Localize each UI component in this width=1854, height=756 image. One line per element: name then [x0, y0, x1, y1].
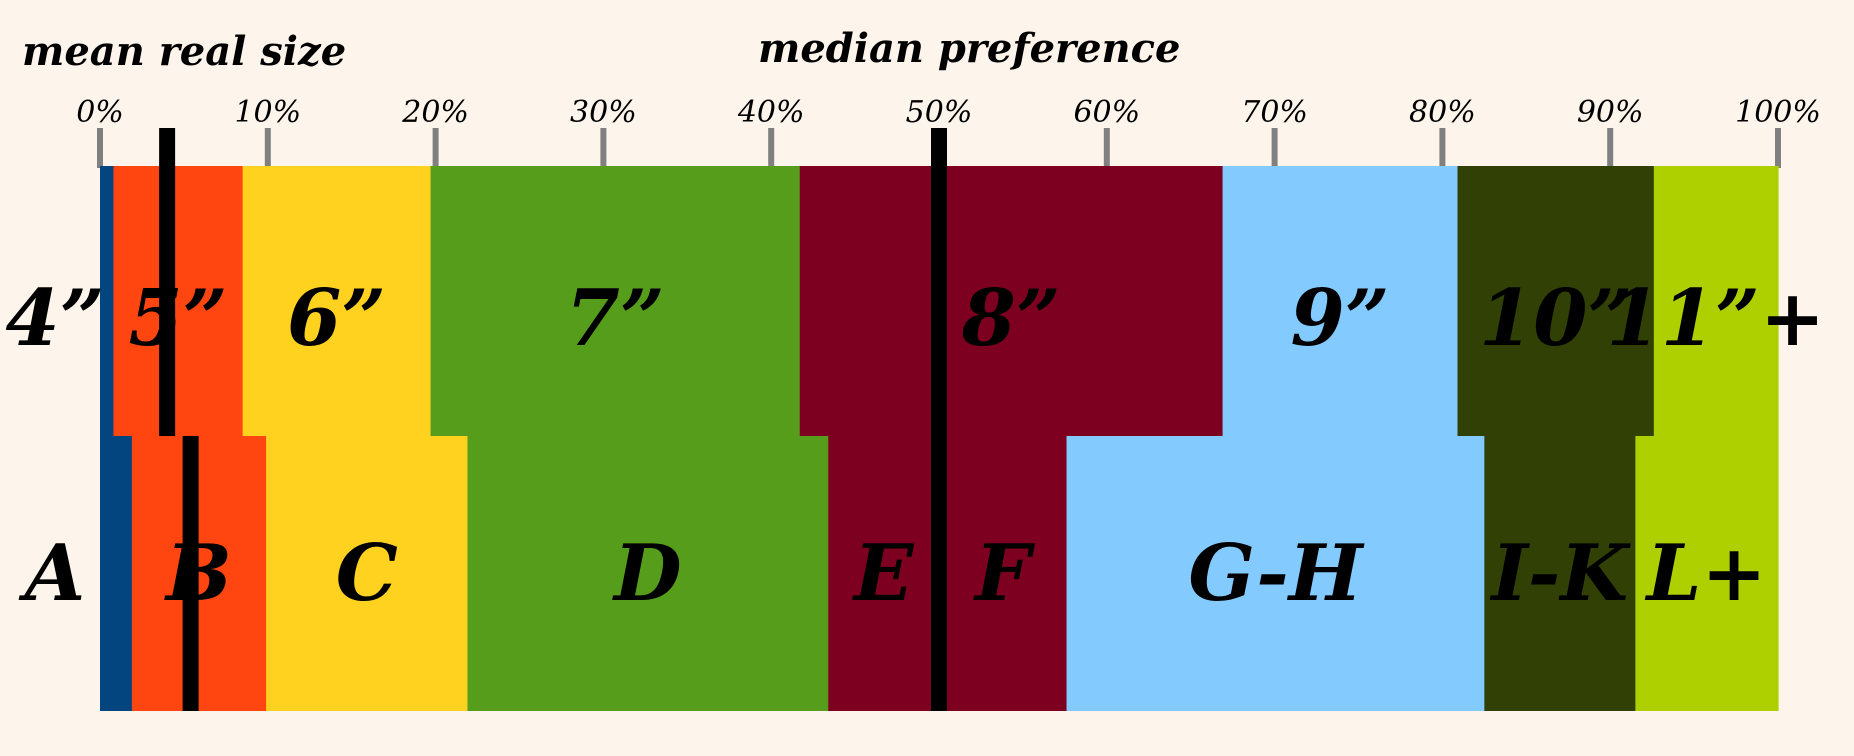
- segment-labels: 5” 6” 7” 8” 9” 10”11”+4”B C D E F G-H I-K L+A: [5, 273, 1825, 619]
- bar-segment: [1653, 166, 1779, 436]
- tick-mark: [1775, 128, 1781, 168]
- bars: [100, 166, 1779, 711]
- bar-segment: [1635, 436, 1779, 711]
- tick-mark: [768, 128, 775, 168]
- tick-mark: [264, 128, 271, 168]
- segment-label: I-K: [1490, 528, 1632, 619]
- tick-label: 80%: [1409, 95, 1476, 130]
- outside-label: A: [18, 528, 86, 619]
- tick-mark: [1103, 128, 1110, 168]
- segment-label: 9”: [1290, 273, 1389, 364]
- bar-segment: [100, 166, 115, 436]
- segment-label: 6”: [287, 273, 386, 364]
- median-preference-marker: [931, 128, 947, 711]
- tick-label: 70%: [1241, 95, 1308, 130]
- tick-label: 50%: [906, 95, 973, 130]
- tick-label: 40%: [737, 95, 805, 130]
- bar-segment: [939, 436, 1068, 711]
- bar-segment: [430, 166, 801, 436]
- tick-mark: [97, 128, 103, 168]
- tick-label: 60%: [1073, 95, 1140, 130]
- segment-label: L+: [1645, 528, 1767, 619]
- bar-segment: [467, 436, 829, 711]
- segment-label: C: [336, 528, 398, 619]
- mean-real-size-marker: [182, 436, 199, 711]
- bar-segment: [1066, 436, 1485, 711]
- bar-segment: [828, 436, 940, 711]
- tick-label: 30%: [570, 95, 637, 130]
- segment-label: 11”+: [1607, 273, 1826, 364]
- segment-label: F: [973, 528, 1035, 619]
- bar-segment: [1457, 166, 1655, 436]
- markers: [159, 128, 947, 711]
- outside-label: 4”: [5, 273, 104, 364]
- bar-segment: [1222, 166, 1459, 436]
- bar-segment: [113, 166, 244, 436]
- bar-segment: [242, 166, 432, 436]
- segment-label: 8”: [961, 273, 1061, 364]
- title-mean-real-size: mean real size: [22, 28, 346, 75]
- tick-mark: [1607, 128, 1614, 168]
- bar-segment: [100, 436, 133, 711]
- segment-label: D: [612, 528, 682, 619]
- segment-label: 10”: [1479, 273, 1632, 364]
- tick-label: 10%: [234, 95, 301, 130]
- title-median-preference: median preference: [758, 25, 1180, 72]
- tick-label: 20%: [401, 95, 469, 130]
- tick-mark: [1271, 128, 1278, 168]
- bar-segment: [266, 436, 469, 711]
- bar-segment: [131, 436, 267, 711]
- segment-label: 7”: [566, 273, 665, 364]
- tick-label: 100%: [1735, 95, 1821, 130]
- x-axis: 0% 10% 20% 30% 40% 50% 60% 70% 80% 90% 100%: [76, 95, 1821, 168]
- mean-real-size-marker: [159, 128, 176, 436]
- segment-label: G-H: [1188, 528, 1364, 619]
- bar-segment: [799, 166, 1224, 436]
- tick-label: 90%: [1577, 95, 1644, 130]
- tick-mark: [1439, 128, 1446, 168]
- tick-label: 0%: [76, 95, 124, 130]
- segment-label: 5”: [128, 273, 227, 364]
- bar-segment: [1484, 436, 1636, 711]
- tick-mark: [600, 128, 607, 168]
- tick-mark: [432, 128, 439, 168]
- segment-label: E: [852, 528, 915, 619]
